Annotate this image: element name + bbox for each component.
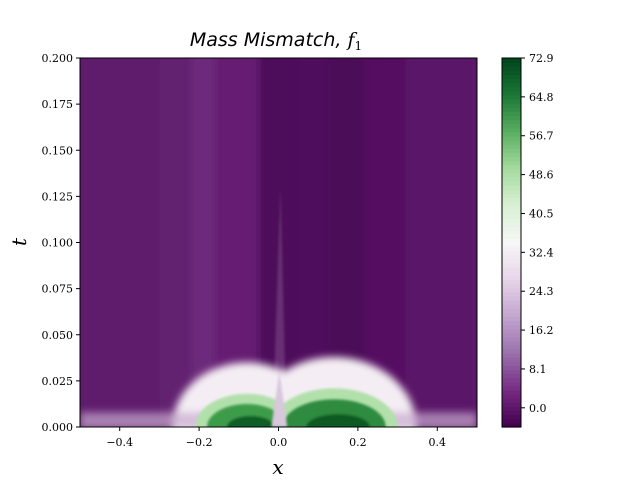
x-tick-label: −0.2 <box>186 436 213 449</box>
x-tick-label: −0.4 <box>106 436 133 449</box>
colorbar-tick-label: 48.6 <box>529 169 554 182</box>
colorbar-tick-label: 32.4 <box>529 246 554 259</box>
colorbar-tick-label: 72.9 <box>529 52 554 65</box>
x-tick-label: 0.4 <box>429 436 447 449</box>
colorbar-frame <box>501 57 522 428</box>
y-tick-label: 0.200 <box>42 52 74 65</box>
x-tick-label: 0.0 <box>270 436 288 449</box>
colorbar-tick-label: 64.8 <box>529 91 554 104</box>
colorbar-tick-label: 0.0 <box>529 402 547 415</box>
x-tick-label: 0.2 <box>349 436 367 449</box>
x-axis-label: x <box>272 455 283 479</box>
colorbar-tick-label: 24.3 <box>529 285 554 298</box>
y-tick-label: 0.175 <box>42 98 74 111</box>
chart-title: Mass Mismatch, f1 <box>190 29 362 53</box>
y-tick-label: 0.025 <box>42 375 74 388</box>
y-tick-label: 0.000 <box>42 421 74 434</box>
heatmap-bottom-features <box>80 356 477 427</box>
colorbar-tick-label: 8.1 <box>529 363 547 376</box>
colorbar: 0.0 8.1 16.2 24.3 32.4 40.5 48.6 56.7 64.8 72.9 <box>501 52 554 428</box>
y-tick-label: 0.100 <box>42 237 74 250</box>
y-axis: 0.000 0.025 0.050 0.075 0.100 0.125 0.150 0.175… <box>42 52 80 434</box>
colorbar-tick-label: 16.2 <box>529 324 554 337</box>
y-axis-label: t <box>7 237 31 246</box>
y-tick-label: 0.125 <box>42 190 74 203</box>
colorbar-tick-label: 56.7 <box>529 130 554 143</box>
x-axis: −0.4 −0.2 0.0 0.2 0.4 <box>106 427 446 449</box>
y-tick-label: 0.050 <box>42 329 74 342</box>
colorbar-tick-label: 40.5 <box>529 207 554 220</box>
y-tick-label: 0.075 <box>42 283 74 296</box>
colorbar-gradient <box>502 58 521 428</box>
heatmap-plot-area <box>80 58 477 427</box>
y-tick-label: 0.150 <box>42 144 74 157</box>
